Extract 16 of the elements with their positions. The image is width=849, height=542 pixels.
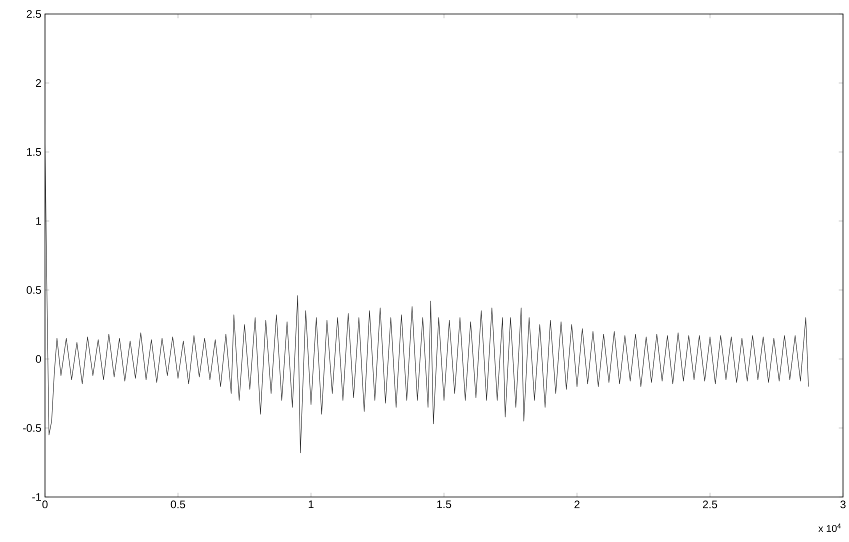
x-tick-label: 2 [574, 500, 580, 508]
y-tick-label: -1 [32, 493, 41, 501]
y-tick-label: 2 [36, 79, 41, 87]
x-tick-label: 1.5 [437, 500, 452, 508]
y-tick-label: 2.5 [26, 10, 42, 18]
y-tick-label: -0.5 [23, 424, 42, 432]
x-tick-label: 0 [42, 500, 48, 508]
y-tick-label: 0.5 [26, 286, 42, 294]
x-tick-label: 1 [308, 500, 314, 508]
x-tick-label: 3 [840, 500, 846, 508]
text: x 10$^{4}$ [818, 524, 841, 532]
y-tick-label: 1.5 [27, 148, 42, 156]
x-tick-label: 0.5 [170, 500, 186, 508]
x-tick-label: 2.5 [702, 500, 718, 508]
y-tick-label: 0 [36, 355, 42, 363]
y-tick-label: 1 [36, 217, 41, 225]
